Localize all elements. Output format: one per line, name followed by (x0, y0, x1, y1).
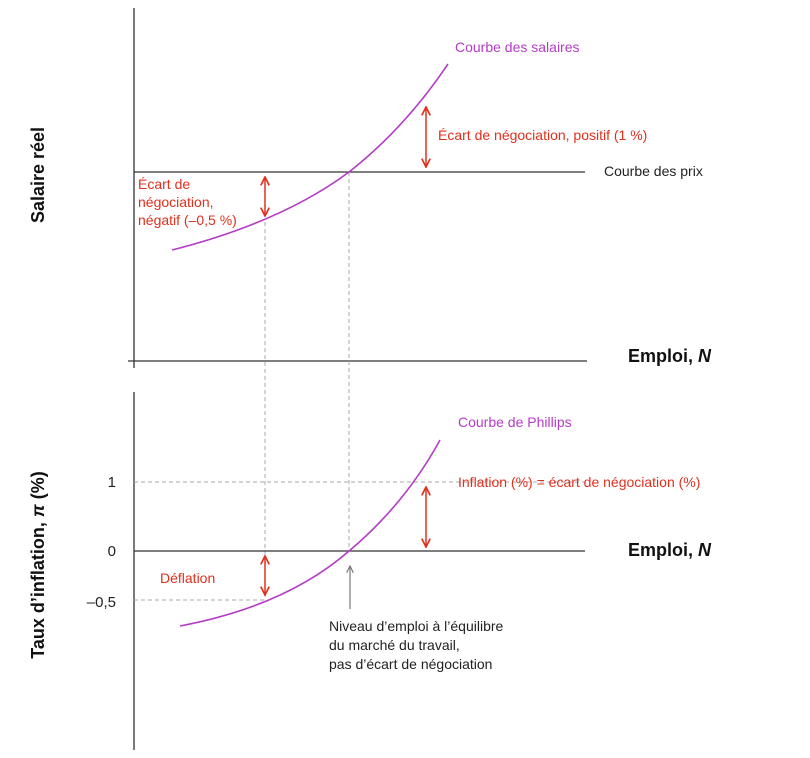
wage-curve-label: Courbe des salaires (455, 39, 580, 55)
negative-gap-label: Écart de négociation, négatif (–0,5 %) (138, 176, 237, 228)
top-x-axis-label: Emploi, N (628, 346, 712, 366)
phillips-curve (179, 439, 441, 627)
price-curve-label: Courbe des prix (604, 163, 703, 179)
inflation-label: Inflation (%) = écart de négociation (%) (458, 474, 700, 490)
top-y-axis-label: Salaire réel (28, 127, 48, 223)
equilibrium-note: Niveau d’emploi à l’équilibre du marché … (329, 618, 507, 672)
wage-curve (171, 63, 449, 251)
tick-minus-0-5: –0,5 (87, 594, 116, 611)
tick-1: 1 (108, 474, 116, 491)
bottom-x-axis-label: Emploi, N (628, 540, 712, 560)
phillips-curve-label: Courbe de Phillips (458, 414, 572, 430)
tick-0: 0 (108, 543, 116, 560)
deflation-label: Déflation (160, 570, 215, 586)
bottom-y-axis-label: Taux d’inflation, π (%) (28, 471, 48, 659)
positive-gap-label: Écart de négociation, positif (1 %) (438, 127, 647, 143)
